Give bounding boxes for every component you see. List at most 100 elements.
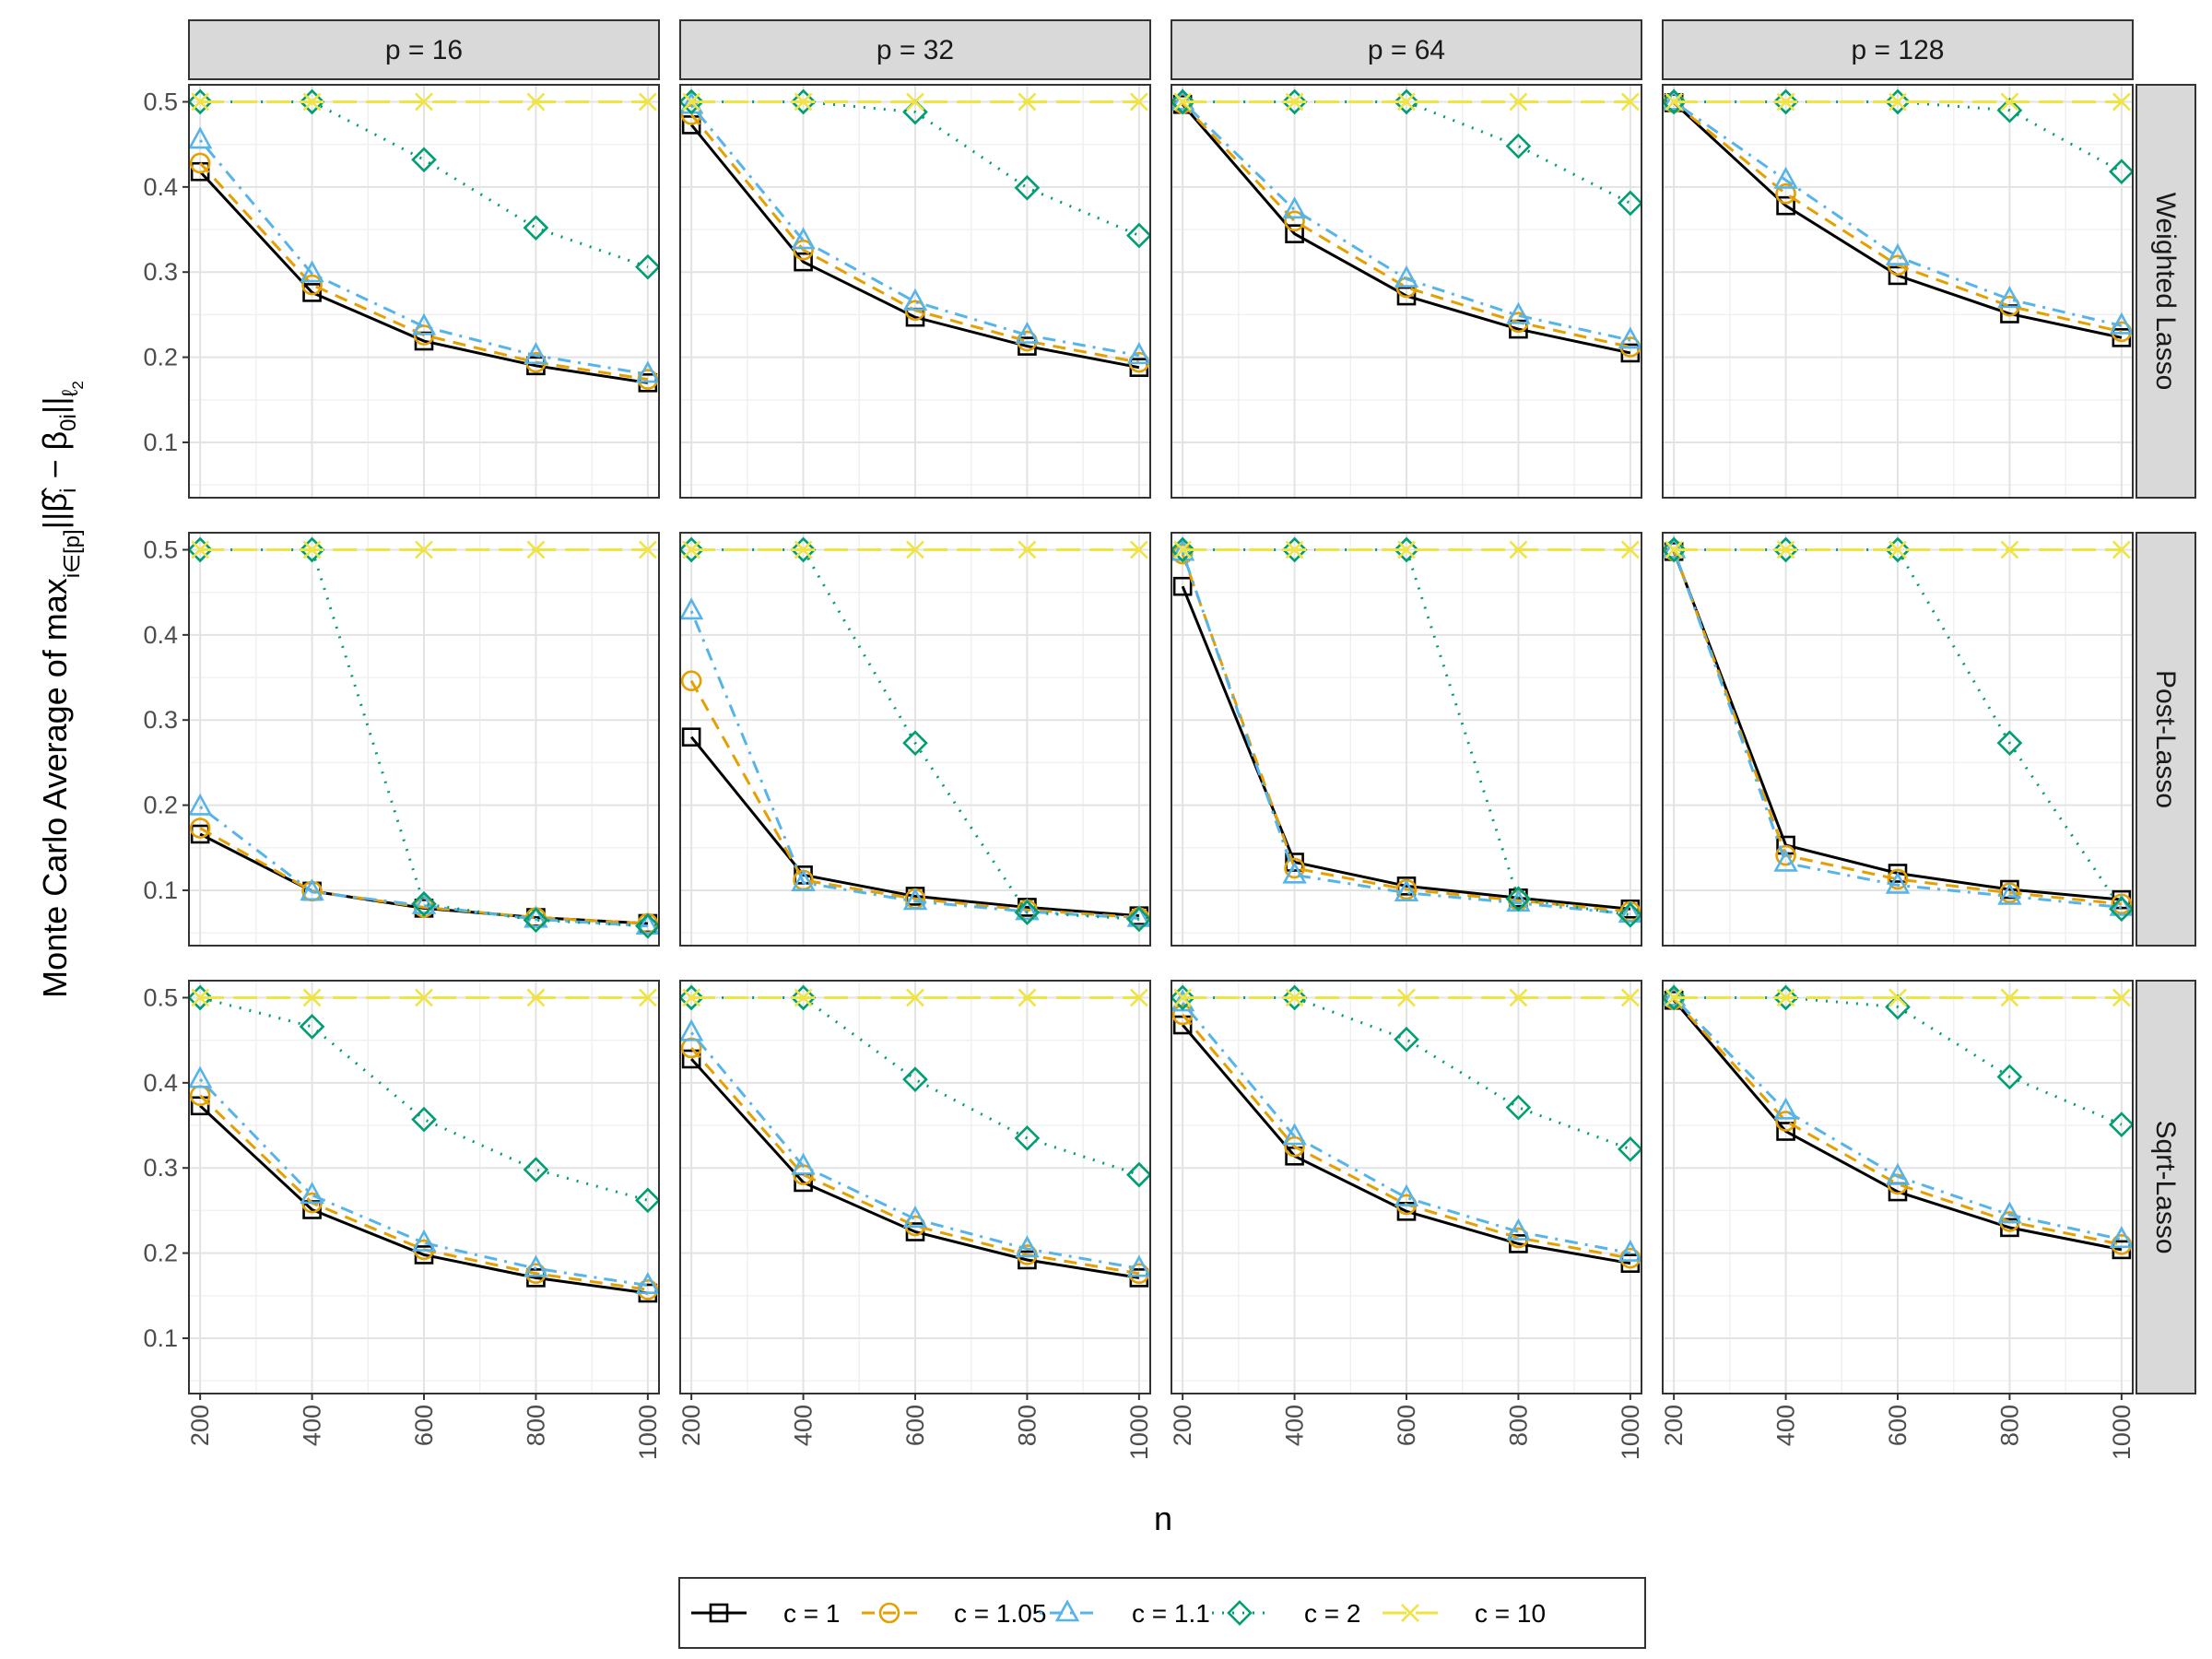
strip-background [1662, 19, 2134, 80]
data-point-c-1-1 [1394, 265, 1419, 288]
legend-item-c-2: c = 2 [1212, 1599, 1360, 1628]
data-point-c-2 [1772, 88, 1799, 115]
data-point-c-2 [1171, 984, 1195, 1011]
panel-weighted-lasso-p-64: p = 64 [1171, 19, 1642, 499]
strip-background [679, 19, 1151, 80]
data-point-c-2 [1618, 1136, 1641, 1162]
strip-label: Sqrt-Lasso [2150, 1120, 2181, 1253]
data-point-c-1-1 [524, 905, 548, 928]
series-line [1181, 551, 1631, 916]
x-tick-label: 200 [677, 1405, 705, 1446]
data-point-c-2 [1663, 536, 1687, 563]
data-point-c-1-1 [635, 912, 659, 935]
series-c-1-1 [1663, 983, 2133, 1249]
legend-key-marker [1227, 1600, 1253, 1626]
data-point-c-10 [415, 92, 433, 112]
series-layer [1663, 983, 2133, 1260]
series-c-1-1 [1663, 535, 2133, 916]
series-c-10 [682, 988, 1148, 1007]
data-point-c-10 [1173, 988, 1193, 1007]
series-c-10 [1173, 540, 1640, 559]
series-line [689, 104, 1140, 358]
panel-border [1662, 532, 2134, 947]
data-point-c-10 [1397, 92, 1416, 112]
data-point-c-1-05 [793, 239, 814, 261]
data-point-c-2 [1394, 88, 1419, 115]
data-point-c-1-1 [1126, 342, 1150, 365]
series-layer [1171, 984, 1641, 1273]
series-line [1182, 100, 1631, 342]
data-point-c-1-1 [1394, 1183, 1419, 1206]
data-point-c-1-1 [1773, 849, 1798, 872]
data-point-c-1-1 [2109, 1226, 2133, 1249]
data-point-c-10 [1665, 92, 1684, 112]
row-strip-post-lasso: Post-Lasso [2136, 532, 2196, 947]
data-point-c-10 [1173, 92, 1193, 112]
data-point-c-2 [1281, 984, 1308, 1011]
data-point-c-1-1 [902, 888, 928, 911]
data-point-c-1-1 [1997, 882, 2022, 905]
series-line [199, 171, 649, 384]
x-tick-label: 800 [522, 1405, 549, 1446]
data-point-c-2 [1394, 1026, 1419, 1053]
y-axis-title-0i: 0i [56, 414, 81, 431]
data-point-c-2 [1996, 97, 2023, 124]
series-line [689, 124, 1140, 370]
data-point-c-1 [1776, 195, 1795, 216]
data-point-c-1 [302, 283, 322, 302]
data-point-c-1 [1509, 319, 1528, 339]
data-point-c-10 [682, 988, 701, 1007]
data-point-c-2 [2109, 896, 2133, 923]
column-strip-p-64: p = 64 [1171, 19, 1642, 80]
data-point-c-1-1 [791, 868, 816, 891]
data-point-c-1-1 [411, 312, 437, 335]
series-layer [1663, 88, 2133, 347]
series-line [1673, 998, 2123, 1246]
series-c-10 [191, 540, 657, 559]
data-point-c-2 [902, 1066, 928, 1092]
data-point-c-2 [411, 1106, 437, 1133]
series-line [691, 547, 1139, 921]
legend-label: c = 1.05 [954, 1599, 1046, 1628]
series-c-2 [189, 88, 659, 280]
data-point-c-2 [635, 1187, 659, 1214]
legend-label: c = 1 [783, 1599, 840, 1628]
series-c-2 [189, 536, 659, 939]
panels-layer: p = 16 0.1 0.2 0.3 0.4 0.5 p = 32 p = 64 p = 128… [143, 19, 2196, 1460]
strip-background [2136, 980, 2196, 1394]
data-point-c-1-1 [1885, 871, 1911, 894]
data-point-c-2 [1885, 994, 1911, 1020]
x-tick-label: 400 [299, 1405, 326, 1446]
y-tick-label: 0.2 [143, 1240, 178, 1267]
panel-border [188, 532, 660, 947]
data-point-c-2 [1772, 536, 1799, 563]
data-point-c-2 [1772, 984, 1799, 1011]
data-point-c-1-1 [1282, 1123, 1307, 1146]
data-point-c-1-1 [1663, 535, 1687, 559]
data-point-c-2 [790, 536, 817, 563]
data-point-c-10 [2112, 92, 2131, 112]
data-point-c-1-1 [1773, 1097, 1798, 1120]
data-point-c-1-1 [411, 1229, 437, 1252]
data-point-c-10 [1509, 540, 1528, 559]
data-point-c-1-1 [1282, 196, 1307, 219]
data-point-c-1-05 [189, 152, 211, 174]
data-point-c-10 [1285, 92, 1304, 112]
series-line [1181, 1002, 1631, 1255]
series-line [689, 735, 1139, 918]
data-point-c-1-1 [1885, 242, 1911, 265]
strip-label: p = 64 [1368, 35, 1445, 65]
series-line [1673, 999, 2123, 1252]
series-layer [1171, 536, 1641, 928]
data-point-c-2 [1505, 133, 1532, 159]
data-point-c-2 [411, 890, 437, 917]
data-point-c-2 [1996, 1064, 2023, 1090]
data-point-c-1-1 [635, 1271, 659, 1294]
series-line [1672, 549, 2123, 906]
data-point-c-1-05 [1171, 543, 1194, 565]
data-point-c-10 [638, 92, 657, 112]
data-point-c-1-1 [1171, 88, 1195, 111]
x-tick-label: 200 [1169, 1405, 1196, 1446]
series-layer [1171, 88, 1641, 363]
data-point-c-10 [1888, 92, 1907, 112]
